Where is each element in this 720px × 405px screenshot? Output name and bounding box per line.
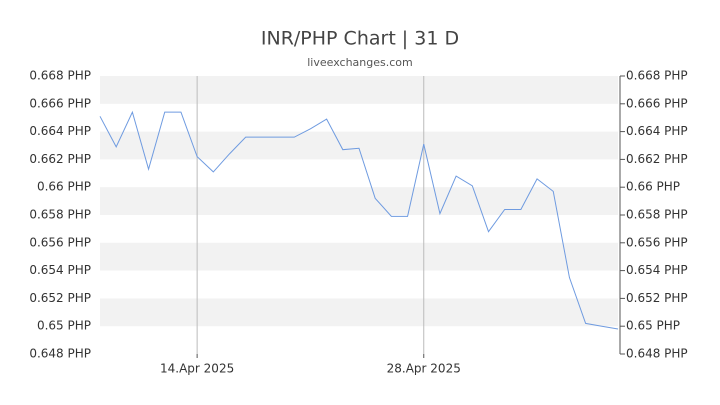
y2-tick-label: 0.648 PHP — [626, 347, 688, 361]
y-tick-label: 0.656 PHP — [29, 235, 91, 249]
y-tick-label: 0.668 PHP — [29, 69, 91, 83]
y-tick-label: 0.654 PHP — [29, 263, 91, 277]
y-tick-label: 0.664 PHP — [29, 124, 91, 138]
y-tick-label: 0.648 PHP — [29, 347, 91, 361]
chart-subtitle: liveexchanges.com — [307, 56, 412, 69]
grid-band — [100, 76, 618, 104]
grid-band — [100, 298, 618, 327]
y2-tick-label: 0.65 PHP — [626, 319, 680, 333]
chart-title: INR/PHP Chart | 31 D — [261, 28, 459, 50]
y-tick-label: 0.662 PHP — [29, 152, 91, 166]
y-tick-label: 0.658 PHP — [29, 208, 91, 222]
y-tick-label: 0.66 PHP — [37, 180, 91, 194]
x-tick-label: 14.Apr 2025 — [160, 362, 234, 376]
y-tick-label: 0.666 PHP — [29, 96, 91, 110]
y2-tick-label: 0.658 PHP — [626, 208, 688, 222]
y2-tick-label: 0.652 PHP — [626, 291, 688, 305]
y2-tick-label: 0.668 PHP — [626, 69, 688, 83]
y2-tick-label: 0.654 PHP — [626, 263, 688, 277]
y2-tick-label: 0.662 PHP — [626, 152, 688, 166]
y-tick-label: 0.65 PHP — [37, 319, 91, 333]
grid-band — [100, 187, 618, 215]
grid-band — [100, 131, 618, 160]
y2-tick-label: 0.666 PHP — [626, 96, 688, 110]
grid-band — [100, 242, 618, 271]
y-tick-label: 0.652 PHP — [29, 291, 91, 305]
series-line — [99, 110, 619, 330]
y2-tick-label: 0.66 PHP — [626, 180, 680, 194]
x-tick-label: 28.Apr 2025 — [387, 362, 461, 376]
y2-tick-label: 0.656 PHP — [626, 235, 688, 249]
y2-tick-label: 0.664 PHP — [626, 124, 688, 138]
